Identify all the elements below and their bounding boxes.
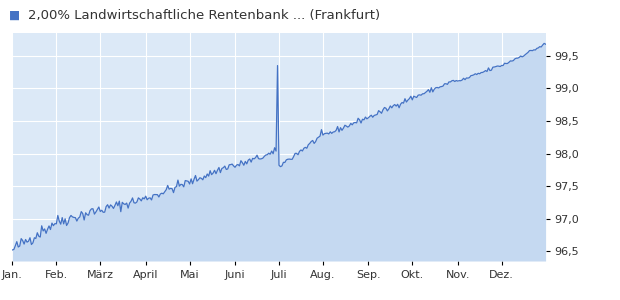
- Text: 2,00% Landwirtschaftliche Rentenbank ... (Frankfurt): 2,00% Landwirtschaftliche Rentenbank ...…: [28, 9, 380, 22]
- Text: ■: ■: [9, 9, 20, 22]
